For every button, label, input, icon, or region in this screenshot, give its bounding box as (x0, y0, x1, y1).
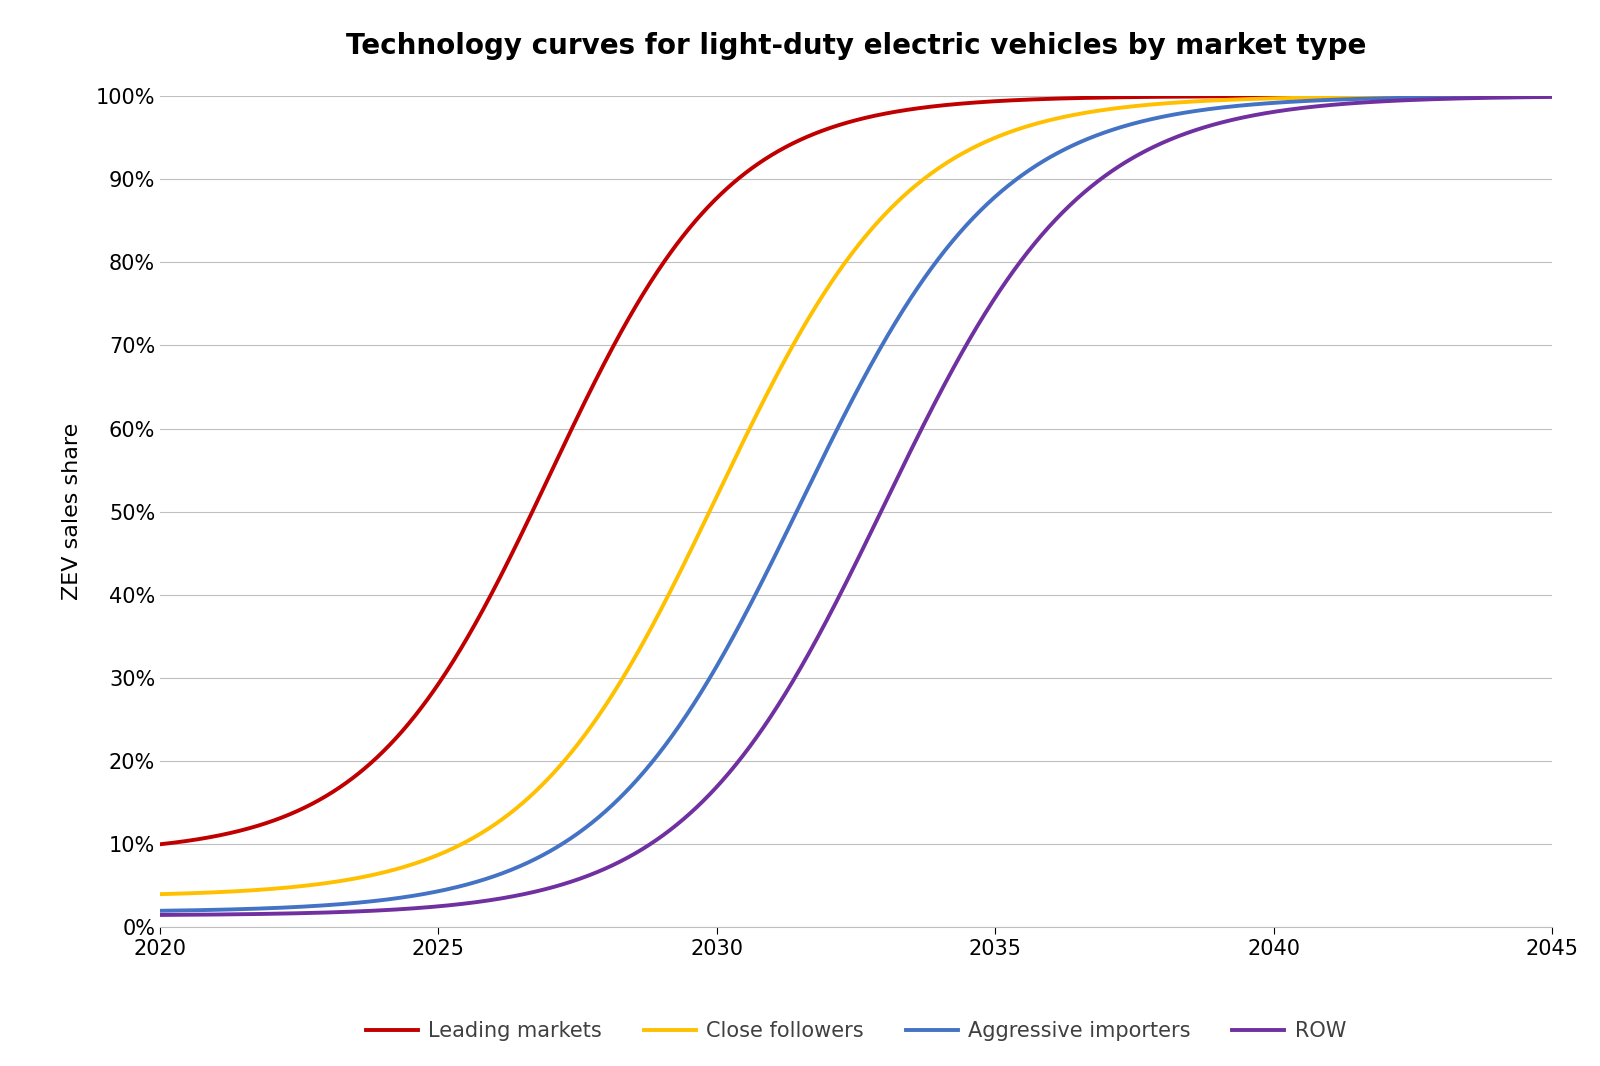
ROW (221, 908, 240, 921)
Line: Close followers: Close followers (160, 96, 1552, 894)
ROW (827, 595, 846, 608)
Leading markets (1501, 90, 1520, 102)
Y-axis label: ZEV sales share: ZEV sales share (62, 423, 82, 600)
Leading markets (827, 119, 846, 132)
ROW (150, 908, 170, 921)
ROW (790, 663, 810, 676)
Aggressive importers (827, 423, 846, 436)
ROW (1246, 109, 1266, 122)
Aggressive importers (1542, 90, 1562, 102)
Close followers (1501, 90, 1520, 102)
Aggressive importers (790, 499, 810, 512)
Aggressive importers (150, 904, 170, 917)
Legend: Leading markets, Close followers, Aggressive importers, ROW: Leading markets, Close followers, Aggres… (357, 1013, 1355, 1049)
Aggressive importers (1502, 91, 1522, 103)
Close followers (827, 268, 846, 280)
Line: Aggressive importers: Aggressive importers (160, 96, 1552, 910)
Close followers (1246, 93, 1266, 106)
Leading markets (150, 838, 170, 851)
Leading markets (790, 133, 810, 146)
Aggressive importers (221, 903, 240, 916)
Leading markets (1246, 90, 1266, 102)
Line: ROW: ROW (160, 97, 1552, 915)
Title: Technology curves for light-duty electric vehicles by market type: Technology curves for light-duty electri… (346, 32, 1366, 61)
ROW (1501, 91, 1520, 103)
Leading markets (221, 826, 240, 839)
ROW (1502, 91, 1522, 103)
Close followers (1502, 90, 1522, 102)
Line: Leading markets: Leading markets (160, 96, 1552, 844)
Close followers (221, 885, 240, 898)
Aggressive importers (1246, 98, 1266, 111)
Close followers (150, 888, 170, 901)
Aggressive importers (1501, 91, 1520, 103)
Close followers (1542, 90, 1562, 102)
Close followers (790, 326, 810, 339)
ROW (1542, 91, 1562, 103)
Leading markets (1502, 90, 1522, 102)
Leading markets (1542, 90, 1562, 102)
